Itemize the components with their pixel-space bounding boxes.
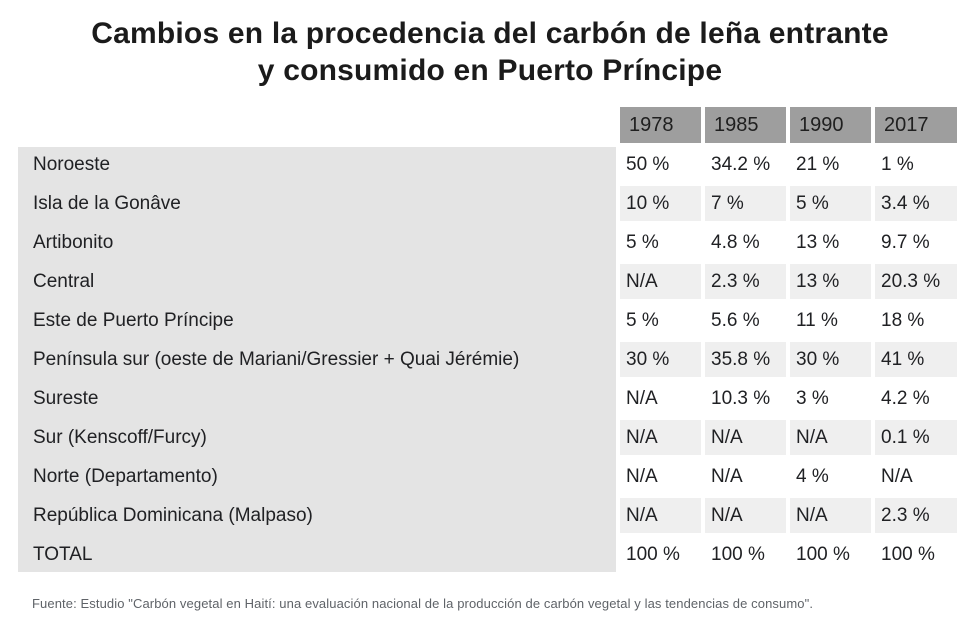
table-row: Este de Puerto Príncipe 5 % 5.6 % 11 % 18 % (18, 303, 957, 338)
value-cell: 3.4 % (875, 186, 957, 221)
table-row: Isla de la Gonâve 10 % 7 % 5 % 3.4 % (18, 186, 957, 221)
row-label: Noroeste (33, 153, 111, 175)
row-label: Artibonito (33, 231, 114, 253)
value-cell: N/A (705, 498, 786, 533)
table-row: Sureste N/A 10.3 % 3 % 4.2 % (18, 381, 957, 416)
table-row: República Dominicana (Malpaso) N/A N/A N/A 2… (18, 498, 957, 533)
value-cell: 30 % (620, 342, 701, 377)
value-cell: N/A (711, 465, 743, 487)
value-cell: 13 % (790, 264, 871, 299)
value-cell: N/A (626, 465, 658, 487)
value-cell: 41 % (875, 342, 957, 377)
source-note: Fuente: Estudio "Carbón vegetal en Haití… (32, 596, 814, 611)
value-cell: 100 % (881, 543, 935, 565)
value-cell: N/A (620, 264, 701, 299)
value-cell: N/A (790, 420, 871, 455)
value-cell: N/A (790, 498, 871, 533)
value-cell: 35.8 % (705, 342, 786, 377)
value-cell: 5 % (626, 231, 659, 253)
row-label: Península sur (oeste de Mariani/Gressier… (33, 348, 520, 370)
row-label: Sur (Kenscoff/Furcy) (33, 426, 207, 448)
header-spacer (18, 107, 620, 143)
table-row: Península sur (oeste de Mariani/Gressier… (18, 342, 957, 377)
value-cell: 21 % (796, 153, 840, 175)
value-cell: N/A (881, 465, 913, 487)
table-row: Norte (Departamento) N/A N/A 4 % N/A (18, 459, 957, 494)
value-cell: 1 % (881, 153, 914, 175)
row-label: Este de Puerto Príncipe (33, 309, 234, 331)
value-cell: N/A (620, 420, 701, 455)
value-cell: 100 % (626, 543, 680, 565)
value-cell: 100 % (711, 543, 765, 565)
chart-title-line1: Cambios en la procedencia del carbón de … (91, 17, 889, 50)
value-cell: 4 % (796, 465, 829, 487)
value-cell: 30 % (790, 342, 871, 377)
column-header-1978: 1978 (620, 107, 701, 143)
value-cell: 11 % (796, 309, 838, 331)
row-label: TOTAL (33, 543, 93, 565)
row-label: Isla de la Gonâve (33, 192, 181, 214)
value-cell: 2.3 % (705, 264, 786, 299)
row-label: Central (33, 270, 95, 292)
row-label: República Dominicana (Malpaso) (33, 504, 313, 526)
table-row: TOTAL 100 % 100 % 100 % 100 % (18, 537, 957, 572)
value-cell: 9.7 % (881, 231, 930, 253)
column-header-1990: 1990 (790, 107, 871, 143)
label-column-background (18, 147, 616, 572)
table-row: Noroeste 50 % 34.2 % 21 % 1 % (18, 147, 957, 182)
value-cell: N/A (620, 498, 701, 533)
value-cell: 5.6 % (711, 309, 760, 331)
column-header-1985: 1985 (705, 107, 786, 143)
column-header-2017: 2017 (875, 107, 957, 143)
table-row: Artibonito 5 % 4.8 % 13 % 9.7 % (18, 225, 957, 260)
row-label: Norte (Departamento) (33, 465, 218, 487)
table-row: Sur (Kenscoff/Furcy) N/A N/A N/A 0.1 % (18, 420, 957, 455)
table-row: Central N/A 2.3 % 13 % 20.3 % (18, 264, 957, 299)
value-cell: 0.1 % (875, 420, 957, 455)
value-cell: 10.3 % (711, 387, 771, 409)
value-cell: 34.2 % (711, 153, 771, 175)
table-body: Noroeste 50 % 34.2 % 21 % 1 % Isla de la Gonâ… (18, 147, 957, 572)
value-cell: 100 % (796, 543, 850, 565)
value-cell: 50 % (626, 153, 670, 175)
value-cell: 7 % (705, 186, 786, 221)
chart-title: Cambios en la procedencia del carbón de … (0, 15, 980, 89)
value-cell: 18 % (881, 309, 925, 331)
value-cell: 4.2 % (881, 387, 930, 409)
value-cell: 5 % (626, 309, 659, 331)
value-cell: 5 % (790, 186, 871, 221)
table-header-row: 1978 1985 1990 2017 (18, 107, 957, 143)
chart-title-line2: y consumido en Puerto Príncipe (257, 54, 723, 87)
row-label: Sureste (33, 387, 99, 409)
value-cell: 20.3 % (875, 264, 957, 299)
value-cell: 2.3 % (875, 498, 957, 533)
data-table: 1978 1985 1990 2017 Noroeste 50 % 34.2 % 21 % 1… (18, 107, 957, 576)
value-cell: 10 % (620, 186, 701, 221)
value-cell: 4.8 % (711, 231, 760, 253)
value-cell: N/A (705, 420, 786, 455)
value-cell: 3 % (796, 387, 829, 409)
value-cell: 13 % (796, 231, 840, 253)
value-cell: N/A (626, 387, 658, 409)
